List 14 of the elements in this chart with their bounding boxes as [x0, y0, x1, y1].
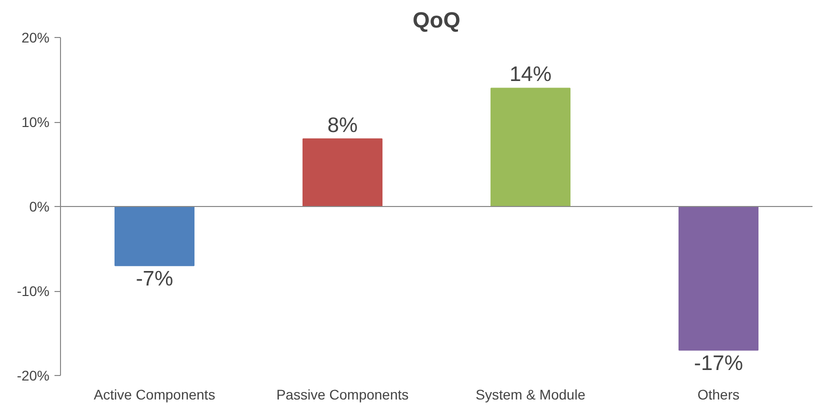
x-tick-label: Passive Components: [276, 386, 409, 402]
x-tick-label: Active Components: [94, 386, 216, 402]
y-tick-label: 10%: [21, 114, 50, 130]
y-tick-label: 20%: [21, 30, 50, 46]
data-label: 14%: [509, 63, 552, 86]
chart-title: QoQ: [412, 8, 460, 32]
data-label: 8%: [327, 114, 358, 137]
y-tick-label: -10%: [16, 283, 50, 299]
y-tick-label: -20%: [16, 368, 50, 384]
x-tick-label: Others: [697, 386, 740, 402]
data-label: -7%: [136, 268, 174, 291]
x-tick-label: System & Module: [476, 386, 586, 402]
data-label: -17%: [694, 352, 744, 376]
y-tick-label: 0%: [29, 198, 50, 214]
